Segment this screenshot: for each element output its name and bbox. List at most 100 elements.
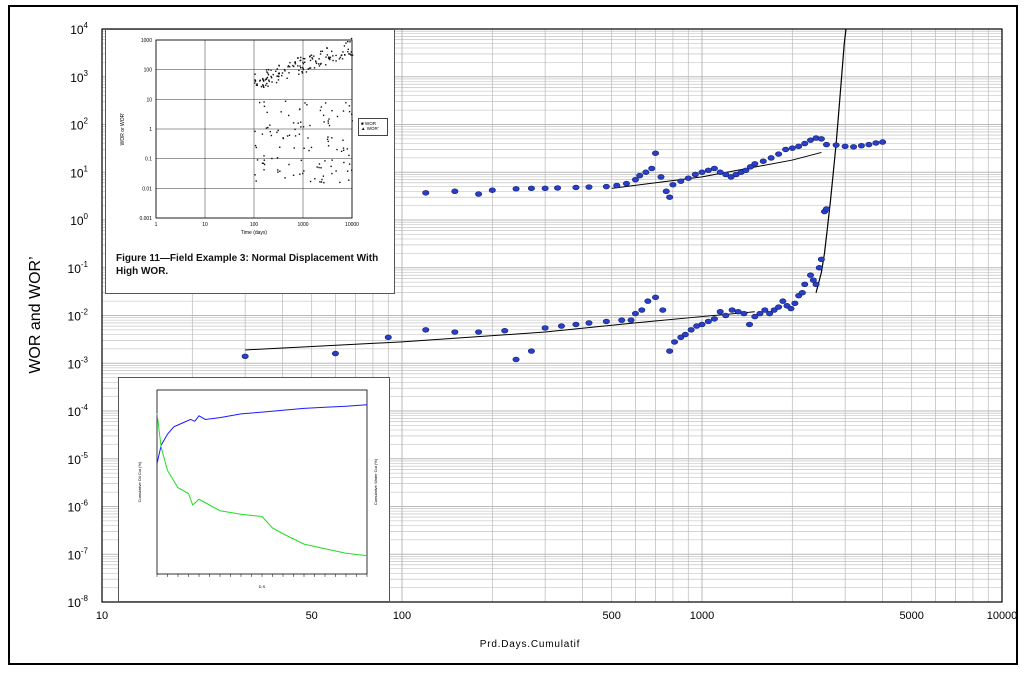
inset-field-example-chart: 0.001 0.01 0.1 1 10 100 1000 1 10 100 1000 10000 Tim… [105, 29, 395, 294]
inset-data-point [299, 108, 301, 110]
data-point-wor-prime [710, 316, 718, 322]
inset-data-point [260, 85, 263, 88]
inset-data-point [350, 37, 353, 40]
inset-data-point [318, 58, 320, 60]
inset-data-point [311, 56, 313, 59]
inset-data-point [288, 72, 290, 74]
inset-data-point [278, 75, 280, 78]
inset-data-point [319, 181, 321, 183]
inset-data-point [328, 118, 330, 120]
data-point-wor-prime [698, 321, 706, 328]
inset-data-point [302, 61, 304, 64]
data-point-wor [488, 187, 496, 193]
data-point-wor-prime [822, 206, 830, 212]
inset-data-point [261, 162, 264, 164]
inset-data-point [332, 55, 334, 57]
inset-x-axis-label: Time (days) [241, 230, 268, 236]
inset-data-point [286, 135, 289, 137]
inset-data-point [347, 40, 349, 43]
x-axis-label: Prd.Days.Cumulatif [480, 639, 581, 650]
inset-data-point [302, 126, 305, 128]
inset-data-point [276, 75, 279, 77]
inset-data-point [330, 165, 332, 168]
data-point-wor [666, 194, 674, 200]
inset-data-point [297, 57, 299, 59]
inset-data-point [302, 62, 305, 65]
data-point-wor-prime [812, 281, 820, 288]
inset-data-point [267, 68, 270, 71]
data-point-wor [782, 146, 790, 153]
inset-data-point [267, 126, 269, 129]
inset-data-point [328, 57, 330, 60]
inset-data-point [314, 60, 317, 62]
inset-data-point [299, 59, 301, 62]
inset-data-point [259, 80, 261, 82]
inset-data-point [342, 51, 344, 53]
data-point-wor [822, 141, 830, 148]
inset-data-point [327, 136, 329, 138]
inset-data-point [294, 135, 297, 137]
inset-data-point [276, 157, 279, 159]
inset-data-point [323, 121, 325, 123]
inset-data-point [263, 159, 266, 161]
inset-data-point [346, 148, 349, 150]
data-point-wor [801, 140, 809, 147]
data-point-wor-prime [422, 327, 430, 333]
inset-data-point [318, 163, 321, 165]
inset-data-point [263, 101, 265, 103]
data-point-wor-prime [775, 304, 783, 310]
inset-data-point [256, 83, 258, 85]
inset-data-point [279, 170, 281, 172]
data-point-wor-prime [740, 310, 748, 317]
data-point-wor-prime [652, 294, 660, 301]
data-point-wor-prime [572, 321, 580, 328]
inset-data-point [275, 81, 278, 84]
inset-data-point [319, 109, 322, 112]
data-point-wor [527, 185, 535, 192]
inset-data-point [280, 111, 282, 113]
data-point-wor [832, 142, 840, 148]
data-point-wor-prime [671, 339, 679, 345]
data-point-wor-prime [451, 329, 459, 335]
inset-data-point [262, 84, 264, 87]
inset-data-point [270, 75, 272, 78]
inset-data-point [306, 104, 308, 106]
inset-data-point [342, 110, 345, 112]
inset-data-point [278, 65, 280, 67]
inset-data-point [343, 45, 346, 47]
inset-data-point [284, 70, 286, 72]
inset-data-point [279, 146, 281, 148]
data-point-wor-prime [512, 356, 520, 363]
inset-data-point [276, 131, 278, 134]
data-point-wor [879, 139, 887, 145]
inset-data-point [332, 59, 334, 62]
y-tick-label: 10-8 [68, 594, 89, 610]
data-point-wor-prime [728, 307, 736, 313]
inset-data-point [259, 79, 261, 81]
data-point-wor [775, 151, 783, 157]
inset-data-point [266, 111, 268, 114]
inset-data-point [327, 120, 329, 122]
inset-data-point [320, 167, 322, 169]
inset-data-point [256, 84, 258, 87]
inset-data-point [294, 128, 296, 131]
y-axis-label: WOR and WOR’ [27, 256, 44, 373]
inset-x-tick-label: 10 [202, 222, 208, 228]
inset-data-point [301, 72, 304, 74]
inset-data-point [348, 179, 350, 181]
inset-data-point [309, 56, 311, 58]
inset-data-point [262, 78, 264, 81]
inset-data-point [321, 50, 324, 52]
inset-data-point [311, 58, 314, 60]
inset-data-point [328, 58, 331, 60]
inset-data-point [297, 65, 299, 67]
inset-data-point [339, 56, 342, 59]
inset-data-point [298, 73, 300, 75]
data-point-wor [841, 143, 849, 149]
inset-data-point [327, 122, 330, 124]
inset-data-point [254, 79, 256, 81]
inset-data-point [320, 106, 323, 108]
inset-data-point [255, 180, 257, 182]
inset-data-point [288, 66, 291, 68]
inset-data-point [304, 61, 306, 63]
